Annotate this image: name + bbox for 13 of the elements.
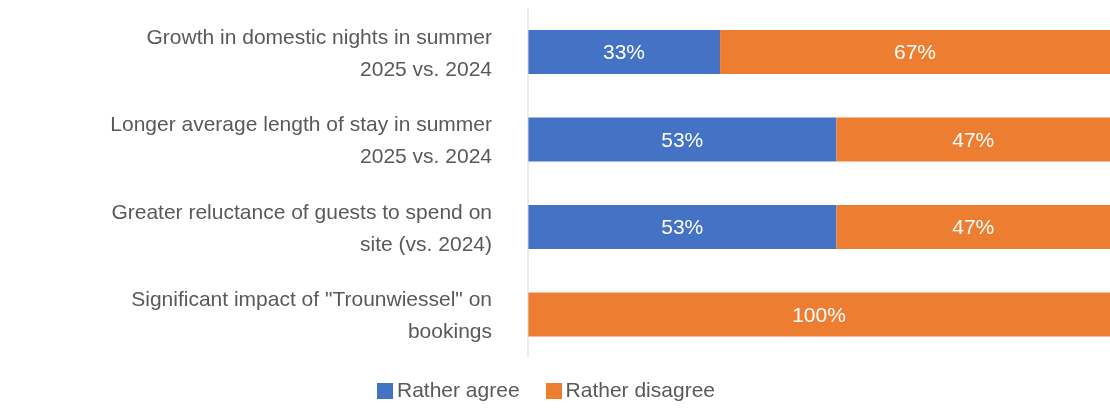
data-label: 53% bbox=[661, 127, 704, 151]
y-tick-label: Growth in domestic nights in summer 2025 vs. 2024 bbox=[146, 24, 493, 80]
data-label: 100% bbox=[792, 302, 846, 326]
data-label: 53% bbox=[661, 215, 704, 239]
y-tick-label: Longer average length of stay in summer 2025 vs. 2024 bbox=[110, 111, 493, 167]
data-label: 47% bbox=[952, 215, 995, 239]
data-label: 67% bbox=[894, 40, 937, 64]
legend-label: Rather agree bbox=[397, 378, 520, 401]
legend-label: Rather disagree bbox=[565, 378, 715, 401]
y-tick-label: Significant impact of "Trounwiessel" on bookings bbox=[131, 286, 492, 342]
y-tick-label: Greater reluctance of guests to spend on site (vs. 2024) bbox=[111, 199, 492, 255]
data-label: 33% bbox=[603, 40, 646, 64]
data-label: 47% bbox=[952, 127, 995, 151]
